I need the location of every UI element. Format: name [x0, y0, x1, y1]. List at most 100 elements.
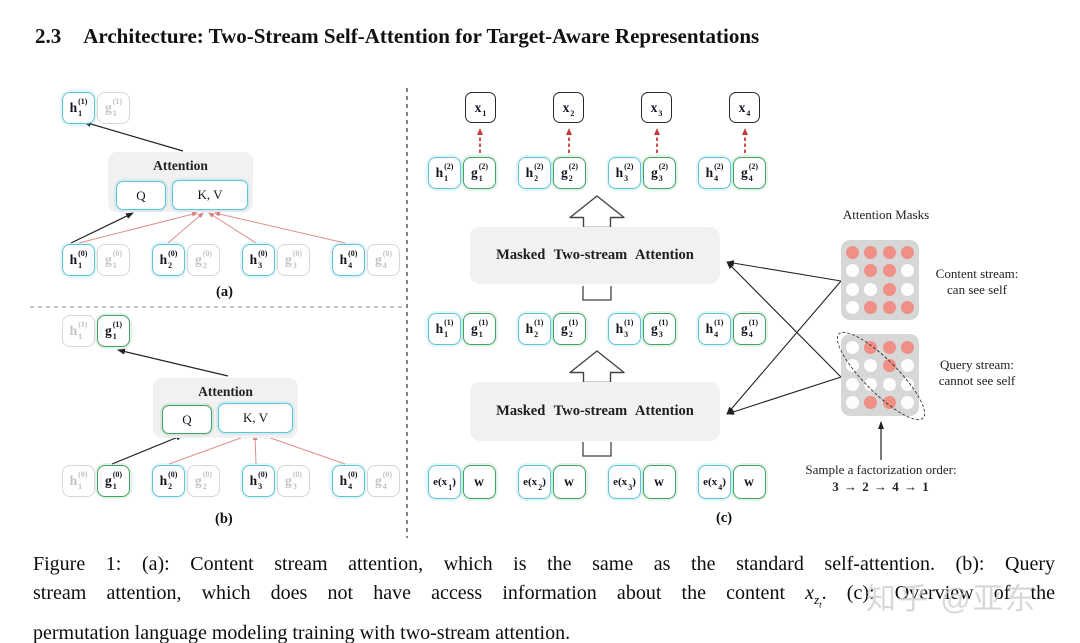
token-box: h (1) 3 — [608, 313, 641, 345]
query-mask-to-lower-attention-arrow — [726, 376, 842, 415]
mask-cell-visible — [845, 245, 859, 259]
mask-cell-masked — [901, 282, 915, 296]
h3-to-kv-line-a — [208, 212, 257, 244]
token-box: g (1) 2 — [553, 313, 586, 345]
panel-a-input-row: h (0) 1 g (0) 1 h (0) 2 g (0) 2 h (0) 3 g (0) 3 h (0) 4 g (0) 4 — [62, 244, 400, 276]
token-box: g (1) 1 — [97, 92, 130, 124]
query-mask-to-upper-attention-arrow — [726, 261, 842, 378]
math-x-zt: xzt — [805, 581, 822, 610]
mask-cell-visible — [882, 396, 896, 410]
g1-to-q-arrow-b — [111, 434, 184, 465]
key-value-box-b: K, V — [218, 403, 293, 433]
query-stream-label: Query stream: cannot see self — [938, 357, 1016, 388]
token-box: h (0) 2 — [152, 465, 185, 497]
panel-b-input-row: h (0) 1 g (0) 1 h (0) 2 g (0) 2 h (0) 3 g (0) 3 h (0) 4 g (0) 4 — [62, 465, 400, 497]
figure-caption: Figure 1: (a): Content stream attention,… — [33, 550, 1055, 643]
mask-cell-masked — [901, 264, 915, 278]
section-number: 2.3 — [35, 24, 62, 48]
content-mask-to-lower-attention-arrow — [726, 280, 842, 415]
token-box: g (2) 3 — [643, 157, 676, 189]
h2-to-kv-line-b — [168, 434, 250, 465]
token-box: g (1) 1 — [97, 315, 130, 347]
mask-cell-masked — [845, 396, 859, 410]
token-box: h (2) 2 — [518, 157, 551, 189]
section-title: Architecture: Two-Stream Self-Attention … — [83, 24, 760, 48]
token-box: w — [733, 465, 766, 499]
panel-c-embedding-row: e(x 1) w e(x 2) w e(x 3) w e(x 4) w — [428, 465, 766, 499]
mask-cell-visible — [864, 245, 878, 259]
token-box: g (1) 1 — [463, 313, 496, 345]
mask-cell-masked — [901, 359, 915, 373]
panel-a-output-row: h (1) 1 g (1) 1 — [62, 92, 130, 124]
token-box: h (1) 1 — [428, 313, 461, 345]
token-box: g (0) 1 — [97, 465, 130, 497]
mask-cell-visible — [882, 340, 896, 354]
content-mask-to-upper-attention-arrow — [726, 260, 842, 282]
mask-cell-masked — [845, 264, 859, 278]
token-box: h (0) 3 — [242, 465, 275, 497]
mask-cell-visible — [882, 264, 896, 278]
h4-to-kv-line-b — [261, 434, 346, 465]
token-box: g (0) 1 — [97, 244, 130, 276]
mask-cell-visible — [882, 359, 896, 373]
token-box: e(x 4) — [698, 465, 731, 499]
caption-line-3: permutation language modeling training w… — [33, 621, 571, 643]
mask-cell-masked — [845, 377, 859, 391]
mask-cell-visible — [901, 245, 915, 259]
panel-c-layer2-row: h (2) 1 g (2) 1 h (2) 2 g (2) 2 h (2) 3 g (2) 3 h (2) 4 g (2) 4 — [428, 157, 766, 189]
mask-cell-visible — [864, 340, 878, 354]
attention-to-g1-arrow-b — [117, 348, 229, 377]
mask-cell-visible — [864, 264, 878, 278]
token-box: h (2) 4 — [698, 157, 731, 189]
block-arrow-upper-icon — [569, 195, 625, 229]
h4-to-kv-line-a — [214, 211, 346, 244]
token-box: e(x 2) — [518, 465, 551, 499]
mask-cell-masked — [864, 377, 878, 391]
token-box: g (1) 4 — [733, 313, 766, 345]
h1-to-kv-line-a — [78, 211, 198, 244]
token-box: e(x 3) — [608, 465, 641, 499]
token-box: g (0) 3 — [277, 465, 310, 497]
query-stream-mask — [841, 334, 919, 416]
mask-cell-masked — [864, 282, 878, 296]
token-box: g (0) 3 — [277, 244, 310, 276]
factorization-order-note: Sample a factorization order: 3 → 2 → 4 … — [805, 462, 957, 494]
token-box: g (2) 2 — [553, 157, 586, 189]
token-box: h (0) 2 — [152, 244, 185, 276]
mask-cell-masked — [864, 359, 878, 373]
watermark: 知乎 @亚东 — [866, 583, 1037, 616]
panel-b-label: (b) — [215, 511, 233, 527]
caption-line-1: Figure 1: (a): Content stream attention,… — [33, 553, 1055, 575]
mask-cell-masked — [845, 340, 859, 354]
mask-cell-visible — [864, 396, 878, 410]
token-box: g (0) 2 — [187, 465, 220, 497]
token-box: w — [643, 465, 676, 499]
token-box: h (1) 2 — [518, 313, 551, 345]
mask-cell-visible — [882, 245, 896, 259]
token-box: h (1) 4 — [698, 313, 731, 345]
query-box-a: Q — [116, 181, 166, 210]
mask-cell-masked — [845, 301, 859, 315]
token-box: e(x 1) — [428, 465, 461, 499]
mask-cell-masked — [882, 377, 896, 391]
token-box: h (1) 1 — [62, 92, 95, 124]
key-value-box-a: K, V — [172, 180, 248, 210]
mask-cell-visible — [901, 340, 915, 354]
token-box: w — [463, 465, 496, 499]
mask-cell-visible — [882, 301, 896, 315]
token-box: g (1) 3 — [643, 313, 676, 345]
token-box: h (0) 4 — [332, 244, 365, 276]
attention-masks-title: Attention Masks — [842, 207, 930, 222]
mask-cell-masked — [845, 282, 859, 296]
token-box: h (0) 4 — [332, 465, 365, 497]
block-arrow-lower-icon — [569, 350, 625, 384]
token-box: g (0) 4 — [367, 465, 400, 497]
token-box: h (2) 3 — [608, 157, 641, 189]
token-box: h (0) 3 — [242, 244, 275, 276]
mask-cell-visible — [882, 282, 896, 296]
